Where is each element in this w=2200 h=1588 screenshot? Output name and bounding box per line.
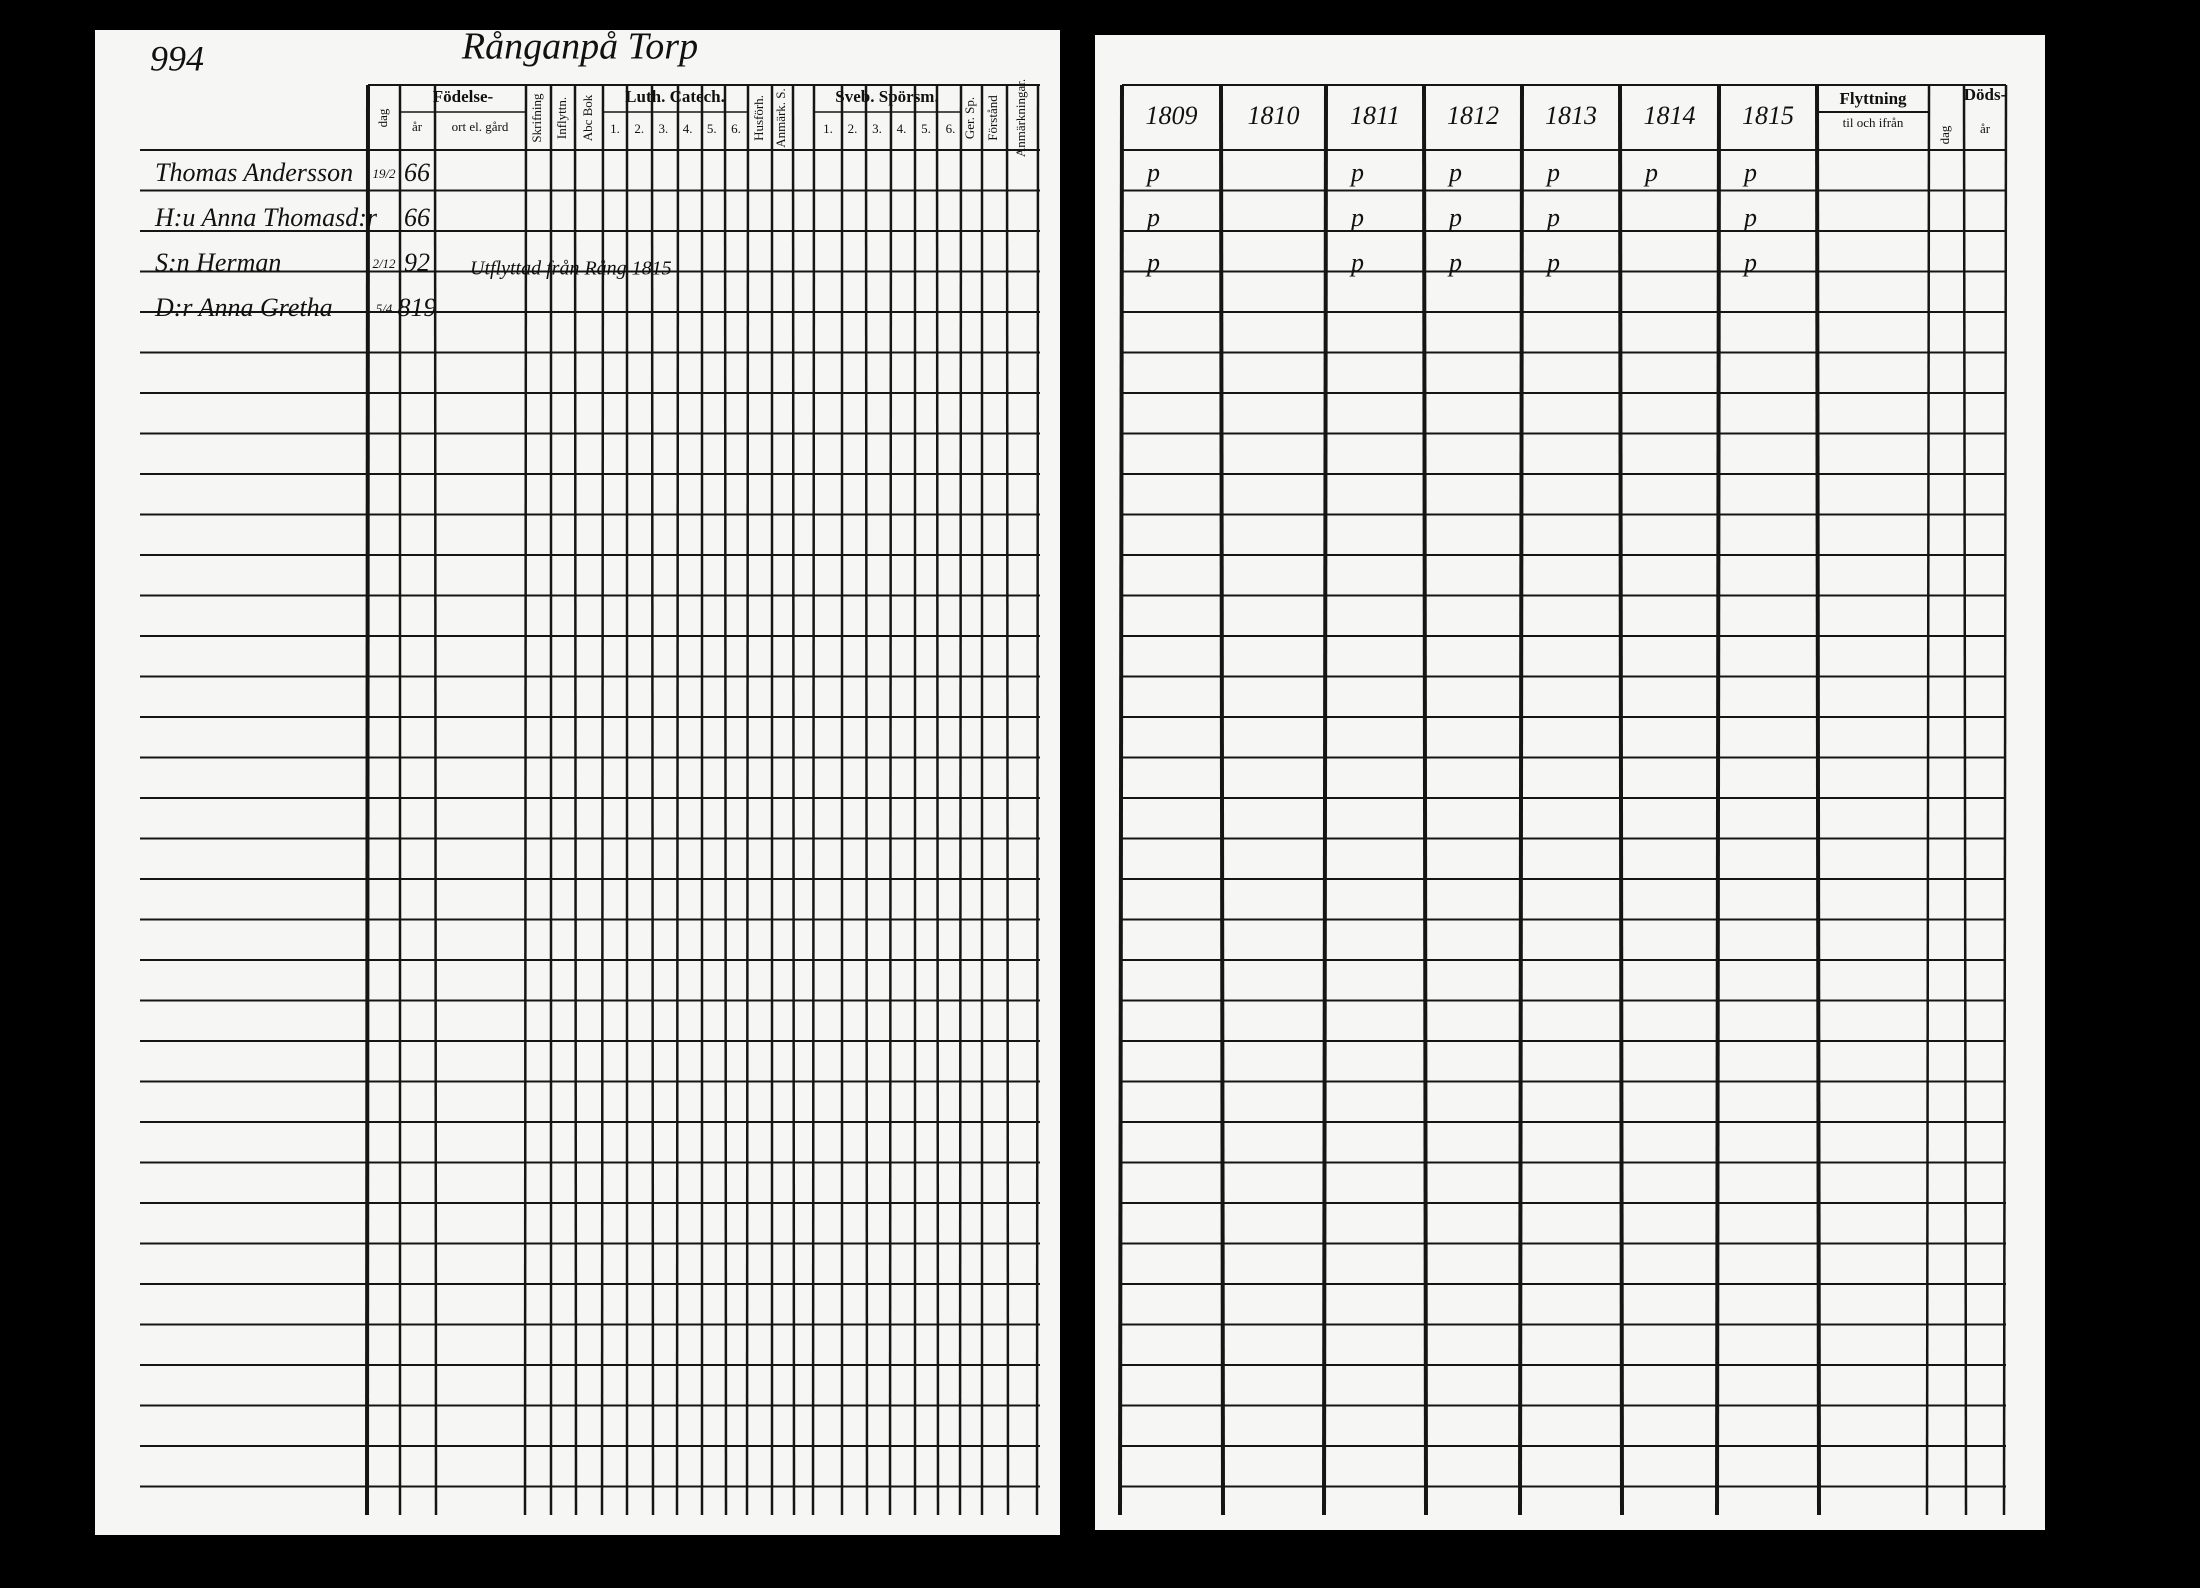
header-label: 4. xyxy=(683,121,693,136)
rule-line xyxy=(1005,84,1010,1516)
header-label: Födelse- xyxy=(433,87,494,106)
header-label: 3. xyxy=(872,121,882,136)
exam-mark: p xyxy=(1545,158,1560,187)
header-label: Sveb. Spörsm. xyxy=(835,87,938,106)
birth-day: 5/4 xyxy=(376,301,393,316)
person-name: S:n Herman xyxy=(155,248,281,277)
header-label: Luth. Catech. xyxy=(625,87,725,106)
header-label: ort el. gård xyxy=(452,119,509,134)
exam-mark: p xyxy=(1643,158,1658,187)
rule-line xyxy=(1322,84,1328,1516)
exam-mark: p xyxy=(1742,248,1757,277)
header-label: 6. xyxy=(946,121,956,136)
exam-mark: p xyxy=(1349,158,1364,187)
header-label: Förstånd xyxy=(985,95,1000,141)
exam-mark: p xyxy=(1349,203,1364,232)
header-label: Abc Bok xyxy=(580,94,595,141)
exam-mark: p xyxy=(1145,248,1160,277)
page-title: Rånganpå Torp xyxy=(461,26,698,68)
birth-year: 66 xyxy=(404,158,430,187)
header-label: 1809 xyxy=(1146,101,1198,130)
rule-line xyxy=(1422,84,1428,1516)
header-label: 1813 xyxy=(1545,101,1597,130)
birth-year: 66 xyxy=(404,203,430,232)
rule-line xyxy=(1219,84,1225,1516)
header-label: Husförh. xyxy=(751,95,766,141)
rule-line xyxy=(433,84,438,1516)
header-label: år xyxy=(1980,121,1991,136)
header-label: Döds- xyxy=(1964,85,2007,104)
exam-mark: p xyxy=(1545,248,1560,277)
header-label: Skrifning xyxy=(529,93,544,143)
header-label: Inflyttn. xyxy=(554,97,569,139)
exam-mark: p xyxy=(1145,158,1160,187)
rule-line xyxy=(864,84,869,1516)
exam-mark: p xyxy=(1447,203,1462,232)
rule-line xyxy=(523,84,528,1516)
person-name: H:u Anna Thomasd:r xyxy=(154,203,378,232)
header-label: 6. xyxy=(731,121,741,136)
rule-line xyxy=(958,84,963,1516)
rule-line xyxy=(675,84,680,1516)
exam-mark: p xyxy=(1742,203,1757,232)
row-note: Utflyttad från Rång 1815 xyxy=(470,258,672,280)
rule-line xyxy=(888,84,893,1516)
person-name: D:r Anna Gretha xyxy=(154,293,333,322)
header-label: Flyttning xyxy=(1839,89,1907,108)
exam-mark: p xyxy=(1447,158,1462,187)
birth-day: 2/12 xyxy=(372,256,396,271)
exam-mark: p xyxy=(1742,158,1757,187)
header-label: dag xyxy=(375,108,390,127)
right-page xyxy=(1095,35,2045,1530)
exam-mark: p xyxy=(1545,203,1560,232)
exam-mark: p xyxy=(1447,248,1462,277)
header-label: 2. xyxy=(634,121,644,136)
birth-year: 92 xyxy=(404,248,430,277)
header-label: 1. xyxy=(823,121,833,136)
header-label: dag xyxy=(1937,125,1952,144)
exam-mark: p xyxy=(1145,203,1160,232)
header-label: 1815 xyxy=(1742,101,1794,130)
header-label: Anmärkningar. xyxy=(1013,79,1028,157)
header-label: 1811 xyxy=(1350,101,1400,130)
rule-line xyxy=(365,84,370,1516)
rule-line xyxy=(791,84,796,1516)
header-label: 1812 xyxy=(1447,101,1499,130)
rule-line xyxy=(1518,84,1524,1516)
rule-line xyxy=(1815,84,1821,1516)
header-label: 4. xyxy=(897,121,907,136)
page-number: 994 xyxy=(150,38,204,78)
rule-line xyxy=(650,84,655,1516)
header-label: 5. xyxy=(921,121,931,136)
rule-line xyxy=(1035,84,1040,1516)
person-name: Thomas Andersson xyxy=(155,158,353,187)
rule-line xyxy=(2002,84,2008,1516)
header-label: 5. xyxy=(707,121,717,136)
header-label: 1814 xyxy=(1644,101,1696,130)
rule-line xyxy=(1118,84,1124,1516)
header-label: 3. xyxy=(659,121,669,136)
rule-line xyxy=(935,84,940,1516)
header-label: år xyxy=(412,119,423,134)
header-label: 2. xyxy=(848,121,858,136)
birth-year: 819 xyxy=(398,293,437,322)
rule-line xyxy=(745,84,750,1516)
birth-day: 19/2 xyxy=(372,166,396,181)
rule-line xyxy=(573,84,578,1516)
rule-line xyxy=(723,84,728,1516)
rule-line xyxy=(1618,84,1624,1516)
rule-line xyxy=(1715,84,1721,1516)
header-label: 1810 xyxy=(1248,101,1300,130)
rule-line xyxy=(1962,84,1968,1516)
header-label: til och ifrån xyxy=(1843,115,1904,130)
header-label: Ger. Sp. xyxy=(962,97,977,139)
header-label: 1. xyxy=(610,121,620,136)
rule-line xyxy=(600,84,605,1516)
exam-mark: p xyxy=(1349,248,1364,277)
header-label: Anmärk. S. xyxy=(773,88,788,148)
rule-line xyxy=(811,84,816,1516)
rule-line xyxy=(1925,84,1931,1516)
